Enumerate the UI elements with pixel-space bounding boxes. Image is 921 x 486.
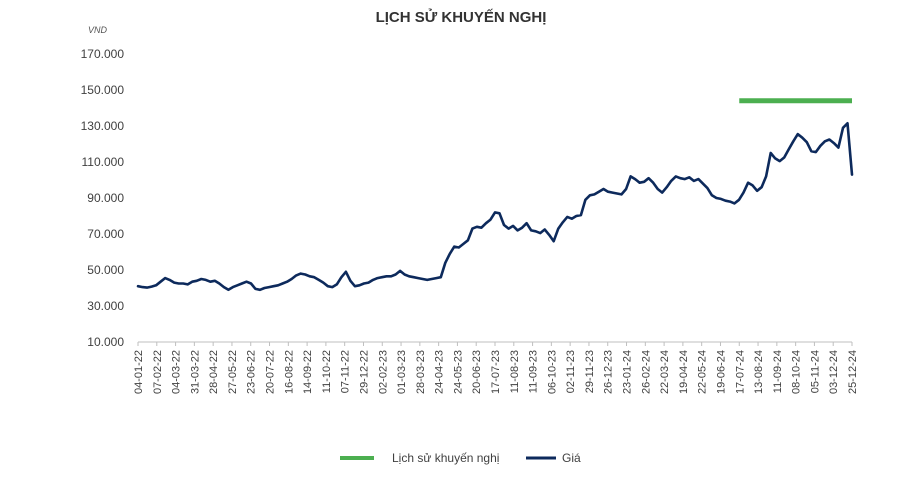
x-tick-label: 04-01-22 — [133, 350, 145, 394]
chart-title: LỊCH SỬ KHUYẾN NGHỊ — [376, 8, 547, 26]
x-tick-label: 17-07-24 — [734, 350, 746, 394]
x-tick-label: 02-02-23 — [377, 350, 389, 394]
x-tick-label: 08-10-24 — [791, 350, 803, 394]
y-tick-label: 170.000 — [81, 47, 125, 61]
x-tick-label: 24-05-23 — [452, 350, 464, 394]
x-tick-label: 29-12-22 — [358, 350, 370, 394]
x-tick-label: 20-07-22 — [265, 350, 277, 394]
y-axis: 170.000 150.000 130.000 110.000 90.000 70.000… — [81, 47, 125, 349]
legend: Lịch sử khuyến nghị Giá — [340, 451, 581, 465]
x-tick-label: 27-05-22 — [227, 350, 239, 394]
x-tick-label: 23-01-24 — [622, 350, 634, 394]
x-tick-label: 11-08-23 — [509, 350, 521, 393]
x-tick-label: 26-02-24 — [640, 350, 652, 394]
x-tick-label: 11-09-23 — [528, 350, 540, 393]
x-tick-label: 02-11-23 — [565, 350, 577, 393]
x-tick-label: 19-06-24 — [715, 350, 727, 394]
x-tick-label: 26-12-23 — [603, 350, 615, 394]
y-tick-label: 10.000 — [87, 335, 124, 349]
x-tick-label: 07-02-22 — [152, 350, 164, 394]
legend-label-price: Giá — [562, 451, 581, 465]
x-tick-label: 20-06-23 — [471, 350, 483, 394]
x-tick-label: 13-08-24 — [753, 350, 765, 394]
x-tick-label: 07-11-22 — [340, 350, 352, 393]
x-tick-label: 05-11-24 — [809, 350, 821, 393]
x-tick-label: 11-09-24 — [772, 350, 784, 393]
y-tick-label: 70.000 — [87, 227, 124, 241]
legend-label-recommendation: Lịch sử khuyến nghị — [392, 451, 499, 465]
x-tick-label: 22-05-24 — [697, 350, 709, 394]
x-tick-label: 25-12-24 — [847, 350, 859, 394]
x-tick-label: 23-06-22 — [246, 350, 258, 394]
x-tick-label: 28-03-23 — [415, 350, 427, 394]
x-tick-label: 11-10-22 — [321, 350, 333, 393]
x-tick-label: 01-03-23 — [396, 350, 408, 394]
y-tick-label: 130.000 — [81, 119, 125, 133]
x-tick-label: 19-04-24 — [678, 350, 690, 394]
x-tick-label: 31-03-22 — [189, 350, 201, 394]
x-tick-label: 29-11-23 — [584, 350, 596, 393]
y-tick-label: 150.000 — [81, 83, 125, 97]
x-tick-label: 16-08-22 — [283, 350, 295, 394]
x-tick-label: 24-04-23 — [434, 350, 446, 394]
x-tick-label: 03-12-24 — [828, 350, 840, 394]
series-layer — [136, 98, 854, 292]
x-tick-label: 14-09-22 — [302, 350, 314, 394]
x-tick-label: 28-04-22 — [208, 350, 220, 394]
x-tick-label: 04-03-22 — [171, 350, 183, 394]
unit-label: VND — [88, 25, 108, 35]
x-tick-label: 06-10-23 — [546, 350, 558, 394]
x-tick-label: 17-07-23 — [490, 350, 502, 394]
x-axis: 04-01-22 07-02-22 04-03-22 31-03-22 28-04-22… — [133, 341, 859, 394]
series-line-price — [136, 122, 854, 292]
x-tick-label: 22-03-24 — [659, 350, 671, 394]
y-tick-label: 90.000 — [87, 191, 124, 205]
y-tick-label: 30.000 — [87, 299, 124, 313]
y-tick-label: 110.000 — [82, 155, 125, 169]
y-tick-label: 50.000 — [87, 263, 124, 277]
